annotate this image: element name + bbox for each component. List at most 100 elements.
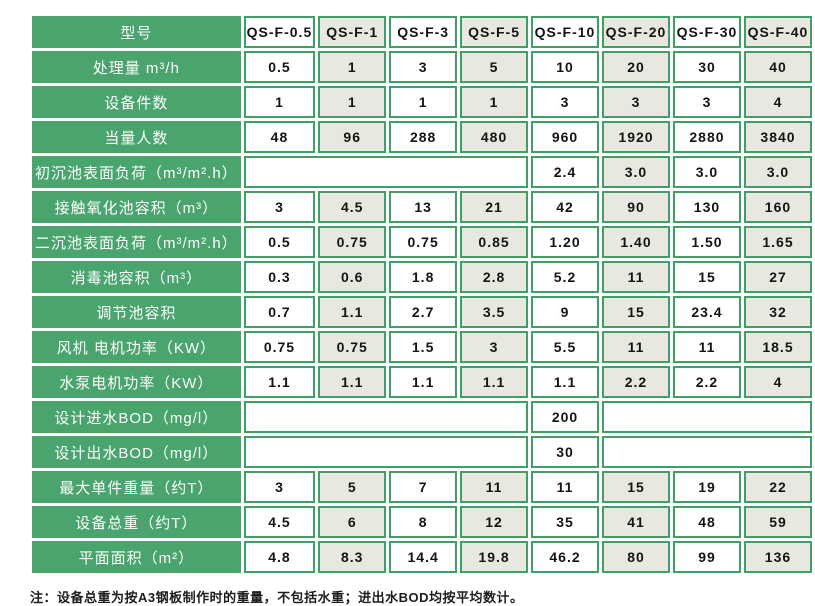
cell: 12	[460, 506, 529, 538]
cell: 136	[743, 541, 812, 573]
cell: 2.7	[389, 296, 458, 328]
row-label: 设备总重（约T）	[32, 506, 241, 538]
cell: 160	[743, 191, 812, 223]
cell: 11	[602, 261, 670, 293]
cell: 59	[743, 506, 812, 538]
cell: 1.1	[318, 366, 387, 398]
cell: 0.75	[318, 226, 387, 258]
table-row: 最大单件重量（约T） 3 5 7 11 11 15 19 22	[32, 471, 812, 503]
cell: 11	[460, 471, 529, 503]
empty-cell	[602, 401, 812, 433]
cell: 3	[460, 331, 529, 363]
cell: 5	[318, 471, 387, 503]
model-header: QS-F-5	[460, 16, 529, 48]
cell: 4.5	[318, 191, 387, 223]
cell: 1.65	[743, 226, 812, 258]
empty-cell	[243, 401, 529, 433]
cell: 3.0	[672, 156, 741, 188]
cell: 4.5	[243, 506, 316, 538]
cell: 0.75	[318, 331, 387, 363]
cell: 0.5	[243, 226, 316, 258]
cell: 42	[531, 191, 599, 223]
cell: 13	[389, 191, 458, 223]
cell: 1	[318, 86, 387, 118]
table-row: 风机 电机功率（KW） 0.75 0.75 1.5 3 5.5 11 11 18…	[32, 331, 812, 363]
cell: 48	[672, 506, 741, 538]
row-label: 调节池容积	[32, 296, 241, 328]
cell: 1.1	[318, 296, 387, 328]
cell: 5.2	[531, 261, 599, 293]
table-row: 处理量 m³/h 0.5 1 3 5 10 20 30 40	[32, 51, 812, 83]
cell: 15	[602, 471, 670, 503]
cell: 3.0	[602, 156, 670, 188]
cell: 1.5	[389, 331, 458, 363]
row-label: 设备件数	[32, 86, 241, 118]
row-label: 设计出水BOD（mg/l）	[32, 436, 241, 468]
cell: 1.1	[389, 366, 458, 398]
cell: 2.8	[460, 261, 529, 293]
table-row: 二沉池表面负荷（m³/m².h） 0.5 0.75 0.75 0.85 1.20…	[32, 226, 812, 258]
cell: 4.8	[243, 541, 316, 573]
cell: 19	[672, 471, 741, 503]
cell: 35	[531, 506, 599, 538]
cell: 8.3	[318, 541, 387, 573]
empty-cell	[243, 436, 529, 468]
cell: 2.2	[602, 366, 670, 398]
row-label: 接触氧化池容积（m³）	[32, 191, 241, 223]
cell: 15	[602, 296, 670, 328]
spec-table: 型号 QS-F-0.5 QS-F-1 QS-F-3 QS-F-5 QS-F-10…	[29, 13, 815, 576]
cell: 46.2	[531, 541, 599, 573]
table-row: 调节池容积 0.7 1.1 2.7 3.5 9 15 23.4 32	[32, 296, 812, 328]
cell: 1.50	[672, 226, 741, 258]
table-row-header: 型号 QS-F-0.5 QS-F-1 QS-F-3 QS-F-5 QS-F-10…	[32, 16, 812, 48]
cell: 0.75	[243, 331, 316, 363]
cell: 0.7	[243, 296, 316, 328]
cell: 1.20	[531, 226, 599, 258]
cell: 20	[602, 51, 670, 83]
empty-cell	[243, 156, 529, 188]
cell: 3	[531, 86, 599, 118]
model-header: QS-F-3	[389, 16, 458, 48]
cell: 6	[318, 506, 387, 538]
model-header: QS-F-20	[602, 16, 670, 48]
empty-cell	[602, 436, 812, 468]
cell: 22	[743, 471, 812, 503]
row-label: 平面面积（m²）	[32, 541, 241, 573]
cell: 1	[389, 86, 458, 118]
footnote: 注：设备总重为按A3钢板制作时的重量，不包括水重；进出水BOD均按平均数计。	[30, 590, 524, 605]
table-row: 接触氧化池容积（m³） 3 4.5 13 21 42 90 130 160	[32, 191, 812, 223]
cell: 80	[602, 541, 670, 573]
cell: 11	[531, 471, 599, 503]
cell: 8	[389, 506, 458, 538]
row-label: 风机 电机功率（KW）	[32, 331, 241, 363]
row-label: 水泵电机功率（KW）	[32, 366, 241, 398]
table-row: 设计进水BOD（mg/l） 200	[32, 401, 812, 433]
table-row: 平面面积（m²） 4.8 8.3 14.4 19.8 46.2 80 99 13…	[32, 541, 812, 573]
cell: 10	[531, 51, 599, 83]
cell: 41	[602, 506, 670, 538]
cell: 1	[460, 86, 529, 118]
table-row: 初沉池表面负荷（m³/m².h） 2.4 3.0 3.0 3.0	[32, 156, 812, 188]
cell: 5.5	[531, 331, 599, 363]
cell: 27	[743, 261, 812, 293]
cell: 90	[602, 191, 670, 223]
model-header: QS-F-0.5	[243, 16, 316, 48]
cell: 2.4	[531, 156, 599, 188]
cell: 30	[672, 51, 741, 83]
row-label: 初沉池表面负荷（m³/m².h）	[32, 156, 241, 188]
cell: 480	[460, 121, 529, 153]
cell: 0.85	[460, 226, 529, 258]
cell: 1.1	[460, 366, 529, 398]
cell: 1	[243, 86, 316, 118]
cell: 18.5	[743, 331, 812, 363]
row-label: 最大单件重量（约T）	[32, 471, 241, 503]
cell: 1.40	[602, 226, 670, 258]
cell: 14.4	[389, 541, 458, 573]
cell: 2880	[672, 121, 741, 153]
cell: 2.2	[672, 366, 741, 398]
cell: 23.4	[672, 296, 741, 328]
row-label-model: 型号	[32, 16, 241, 48]
row-label: 二沉池表面负荷（m³/m².h）	[32, 226, 241, 258]
row-label: 当量人数	[32, 121, 241, 153]
cell: 960	[531, 121, 599, 153]
